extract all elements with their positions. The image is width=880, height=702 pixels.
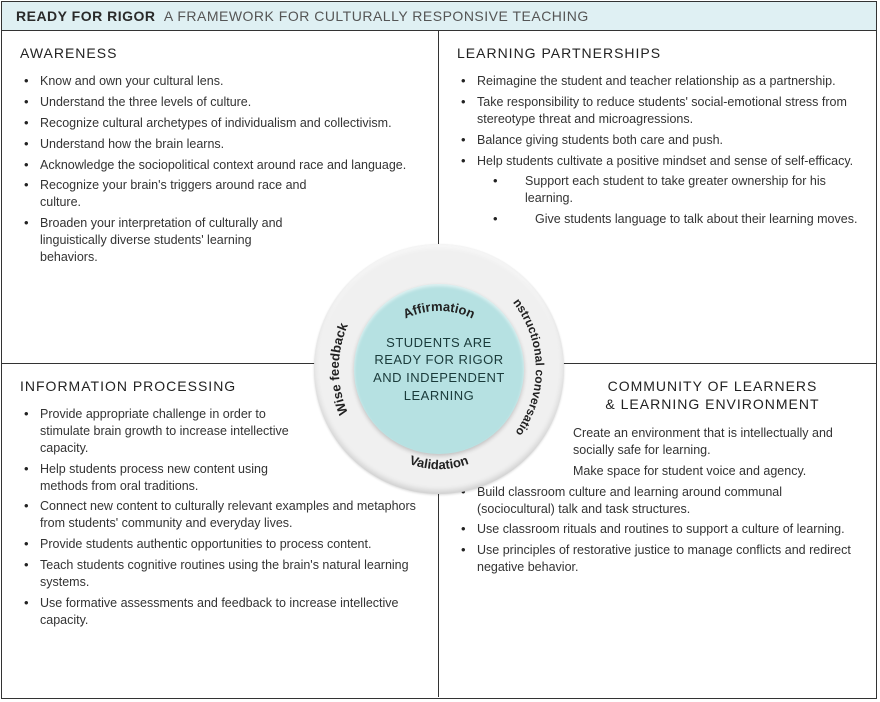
list-item: Provide students authentic opportunities… xyxy=(36,534,420,555)
list-item: Recognize cultural archetypes of individ… xyxy=(36,113,420,134)
list-item: Understand the three levels of culture. xyxy=(36,92,420,113)
header-title-bold: READY FOR RIGOR xyxy=(16,8,155,24)
quadrant-grid: AWARENESS Know and own your cultural len… xyxy=(2,31,876,697)
quadrant-awareness: AWARENESS Know and own your cultural len… xyxy=(2,31,439,364)
heading-community-text: COMMUNITY OF LEARNERS & LEARNING ENVIRON… xyxy=(605,378,819,412)
list-item: Reimagine the student and teacher relati… xyxy=(473,71,858,92)
list-item: Use formative assessments and feedback t… xyxy=(36,593,420,631)
heading-community: COMMUNITY OF LEARNERS & LEARNING ENVIRON… xyxy=(497,378,858,413)
list-item: Acknowledge the sociopolitical context a… xyxy=(36,155,420,176)
quadrant-information-processing: INFORMATION PROCESSING Provide appropria… xyxy=(2,364,439,697)
list-item: Use classroom rituals and routines to su… xyxy=(473,519,858,540)
list-learning-partnerships: Reimagine the student and teacher relati… xyxy=(457,71,858,232)
heading-awareness: AWARENESS xyxy=(20,45,420,61)
list-item: Use principles of restorative justice to… xyxy=(473,540,858,578)
list-item: Know and own your cultural lens. xyxy=(36,71,420,92)
quadrant-learning-partnerships: LEARNING PARTNERSHIPS Reimagine the stud… xyxy=(439,31,876,364)
list-item: Recognize your brain's triggers around r… xyxy=(36,175,420,213)
list-community: Create an environment that is intellectu… xyxy=(457,423,858,578)
list-item: Build classroom culture and learning aro… xyxy=(473,482,858,520)
list-item: Connect new content to culturally releva… xyxy=(36,496,420,534)
heading-learning-partnerships: LEARNING PARTNERSHIPS xyxy=(457,45,858,61)
list-information-processing: Provide appropriate challenge in order t… xyxy=(20,404,420,631)
sub-list: Support each student to take greater own… xyxy=(477,171,858,230)
list-item: Understand how the brain learns. xyxy=(36,134,420,155)
header-bar: READY FOR RIGOR A FRAMEWORK FOR CULTURAL… xyxy=(2,2,876,31)
list-item: Provide appropriate challenge in order t… xyxy=(36,404,420,459)
list-item: Give students language to talk about the… xyxy=(505,209,858,230)
framework-frame: READY FOR RIGOR A FRAMEWORK FOR CULTURAL… xyxy=(1,1,877,699)
quadrant-community: COMMUNITY OF LEARNERS & LEARNING ENVIRON… xyxy=(439,364,876,697)
list-item: Help students cultivate a positive minds… xyxy=(473,151,858,233)
list-item-text: Help students cultivate a positive minds… xyxy=(477,154,853,168)
list-item: Balance giving students both care and pu… xyxy=(473,130,858,151)
header-title-sub: A FRAMEWORK FOR CULTURALLY RESPONSIVE TE… xyxy=(164,8,589,24)
list-awareness: Know and own your cultural lens. Underst… xyxy=(20,71,420,268)
list-item: Create an environment that is intellectu… xyxy=(473,423,858,461)
list-item: Make space for student voice and agency. xyxy=(473,461,858,482)
list-item: Broaden your interpretation of culturall… xyxy=(36,213,420,268)
list-item: Take responsibility to reduce students' … xyxy=(473,92,858,130)
list-item: Teach students cognitive routines using … xyxy=(36,555,420,593)
heading-information-processing: INFORMATION PROCESSING xyxy=(20,378,420,394)
list-item: Support each student to take greater own… xyxy=(505,171,858,209)
list-item: Help students process new content using … xyxy=(36,459,420,497)
